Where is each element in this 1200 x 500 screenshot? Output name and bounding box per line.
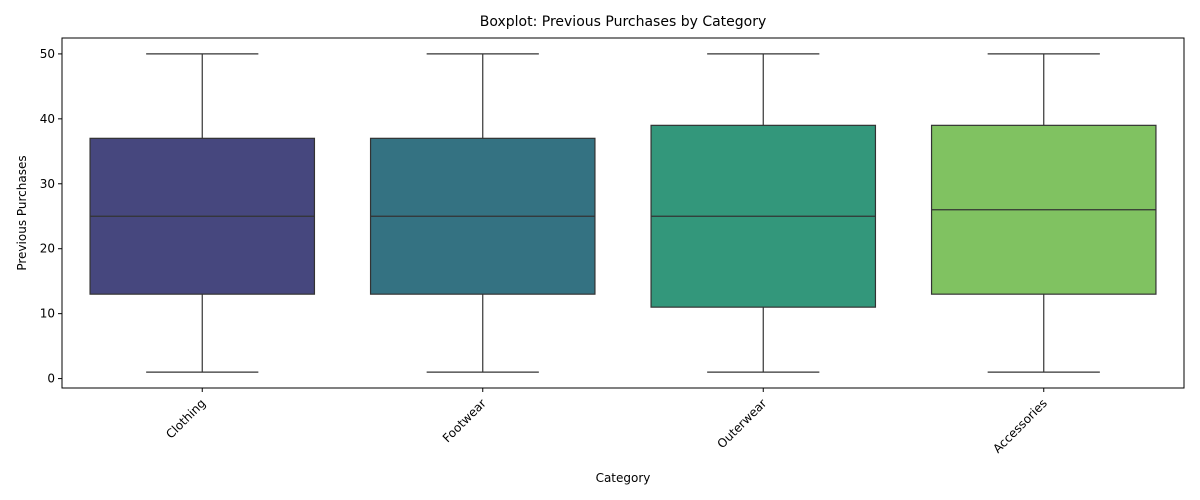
box-group-accessories: [930, 53, 1157, 373]
y-axis: 0 10 20 30 40 50: [40, 47, 62, 386]
box-group-outerwear: [650, 53, 877, 373]
y-tick-label: 50: [40, 47, 55, 61]
x-axis-title: Category: [596, 471, 651, 485]
x-tick-label: Accessories: [990, 396, 1050, 456]
y-tick-label: 40: [40, 112, 55, 126]
box-group-clothing: [89, 53, 316, 373]
y-axis-title: Previous Purchases: [15, 155, 29, 270]
box-group-footwear: [369, 53, 596, 373]
y-tick-label: 0: [47, 372, 55, 386]
y-tick-label: 30: [40, 177, 55, 191]
x-tick-label: Outerwear: [715, 396, 770, 451]
x-tick-label: Clothing: [163, 396, 208, 441]
x-tick-label: Footwear: [440, 396, 489, 445]
boxes-layer: [89, 53, 1157, 373]
x-axis: Clothing Footwear Outerwear Accessories: [163, 388, 1050, 456]
y-tick-label: 20: [40, 242, 55, 256]
plot-frame: [61, 37, 1185, 389]
y-tick-label: 10: [40, 307, 55, 321]
chart-title: Boxplot: Previous Purchases by Category: [480, 14, 767, 30]
